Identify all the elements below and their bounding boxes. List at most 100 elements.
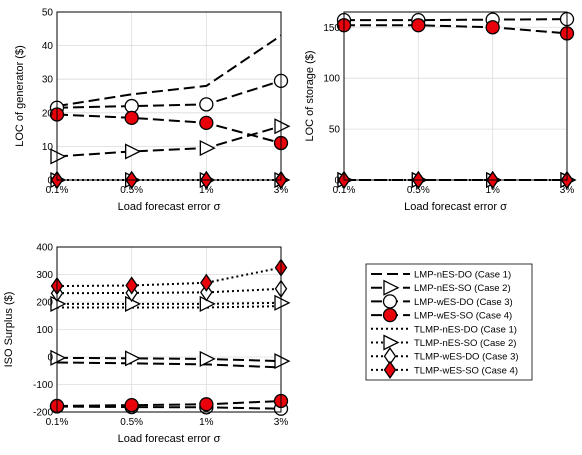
x-tick-label: 0.1% (333, 185, 356, 196)
series-8 (50, 258, 288, 296)
legend-label: TLMP-nES-SO (Case 2) (414, 338, 516, 349)
series-line (344, 24, 568, 35)
y-axis-label: ISO Surplus ($) (3, 292, 15, 368)
y-tick-label: -200 (33, 408, 53, 419)
legend-marker (383, 334, 400, 351)
legend-marker (383, 360, 397, 380)
y-tick-label: 30 (42, 75, 54, 86)
legend-label: LMP-wES-DO (Case 3) (414, 297, 513, 308)
panel-2 (336, 11, 577, 190)
x-tick-label: 1% (485, 185, 500, 196)
series-6 (50, 294, 291, 312)
y-tick-label: 0 (47, 353, 53, 364)
axes-frame (56, 11, 282, 181)
legend-box (365, 263, 533, 381)
y-tick-label: 50 (329, 125, 341, 136)
series-4 (336, 18, 575, 41)
x-tick-label: 3% (274, 417, 289, 428)
x-tick-label: 1% (199, 417, 214, 428)
series-line (56, 34, 282, 108)
x-tick-label: 3% (560, 185, 575, 196)
data-point (50, 148, 67, 165)
legend-label: TLMP-wES-DO (Case 3) (414, 352, 519, 363)
series-line (56, 79, 282, 109)
y-tick-label: 100 (36, 325, 53, 336)
series-line (56, 125, 282, 158)
series-line (56, 400, 282, 407)
data-point (200, 283, 213, 302)
y-tick-label: 200 (36, 298, 53, 309)
legend-label: TLMP-wES-SO (Case 4) (414, 365, 518, 376)
data-point (125, 276, 138, 295)
series-line (56, 356, 282, 363)
panel-3 (49, 246, 291, 416)
series-1 (56, 34, 282, 108)
y-tick-label: -100 (33, 380, 53, 391)
x-tick-label: 0.5% (120, 417, 143, 428)
legend-marker (382, 307, 398, 323)
series-2 (50, 118, 291, 165)
y-tick-label: 20 (42, 108, 54, 119)
x-tick-label: 0.1% (46, 185, 69, 196)
data-point (125, 350, 142, 367)
series-7 (50, 279, 288, 303)
y-tick-label: 300 (36, 270, 53, 281)
series-line (56, 266, 282, 288)
y-tick-label: 0 (47, 176, 53, 187)
axes-frame (56, 246, 282, 413)
series-line (56, 405, 282, 410)
data-point (50, 349, 67, 366)
panel-1 (49, 11, 291, 190)
y-tick-label: 40 (42, 41, 54, 52)
y-tick-label: 10 (42, 142, 54, 153)
data-point (485, 20, 500, 35)
data-point (124, 397, 139, 413)
legend-label: LMP-nES-SO (Case 2) (414, 283, 511, 294)
series-line (56, 113, 282, 145)
data-point (199, 97, 214, 112)
x-tick-label: 0.1% (46, 417, 69, 428)
series-line (56, 287, 282, 295)
data-point (274, 294, 291, 311)
x-tick-label: 1% (199, 185, 214, 196)
x-axis-label: Load forecast error σ (118, 433, 221, 445)
data-point (411, 18, 426, 33)
series-line (57, 301, 282, 305)
data-point (274, 353, 291, 370)
y-axis-label: LOC of generator ($) (14, 45, 26, 147)
axes-frame (343, 11, 568, 181)
y-tick-label: 150 (323, 23, 340, 34)
series-4 (49, 107, 289, 151)
data-point (199, 350, 216, 367)
legend-label: TLMP-nES-DO (Case 1) (414, 324, 517, 335)
data-point (125, 143, 142, 160)
data-point (200, 273, 213, 292)
series-line (56, 361, 282, 369)
legend-label: LMP-wES-SO (Case 4) (414, 311, 512, 322)
series-2 (50, 349, 291, 370)
data-point (124, 110, 139, 125)
series-4 (49, 393, 289, 414)
legend-marker (383, 279, 400, 296)
series-line (57, 305, 282, 309)
data-point (199, 397, 214, 412)
series-3 (336, 11, 575, 28)
x-tick-label: 0.5% (407, 185, 430, 196)
data-point (199, 140, 216, 157)
data-point (274, 118, 291, 135)
data-point (199, 295, 216, 312)
x-tick-label: 0.5% (120, 185, 143, 196)
x-tick-label: 3% (274, 185, 289, 196)
data-point (124, 98, 139, 114)
y-tick-label: 100 (323, 74, 340, 85)
series-5 (57, 305, 282, 309)
legend: LMP-nES-DO (Case 1) LMP-nES-SO (Case 2) LM… (365, 263, 533, 381)
series-3 (49, 73, 289, 115)
series-1 (56, 361, 282, 369)
legend-label: LMP-nES-DO (Case 1) (414, 270, 511, 281)
x-axis-label: Load forecast error σ (118, 201, 221, 213)
y-tick-label: 400 (36, 243, 53, 254)
y-tick-label: 0 (334, 176, 340, 187)
y-tick-label: 50 (42, 8, 54, 19)
